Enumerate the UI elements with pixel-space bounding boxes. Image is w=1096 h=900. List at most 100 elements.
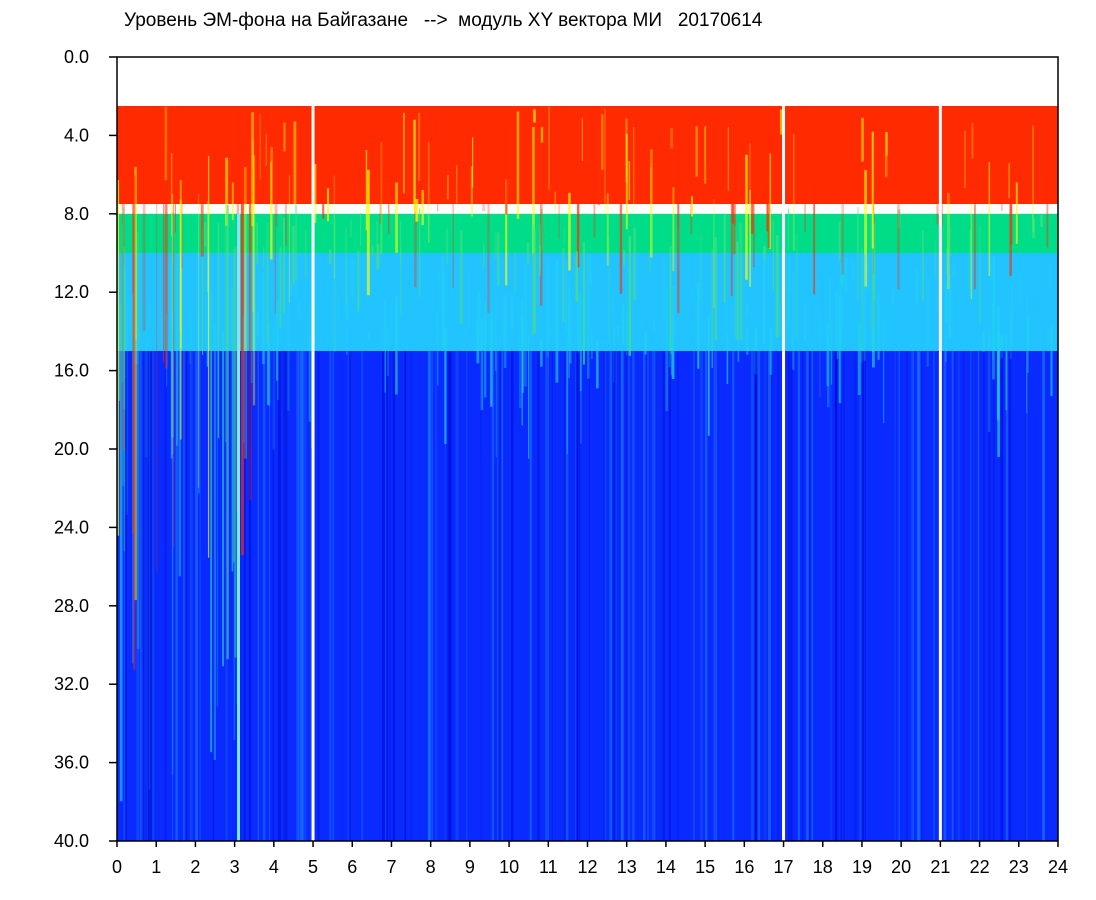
texture-streak [586, 255, 588, 269]
texture-streak [1050, 326, 1053, 397]
texture-streak [294, 204, 298, 280]
texture-streak [948, 222, 951, 239]
texture-streak [730, 198, 733, 297]
texture-streak-low [427, 351, 430, 841]
texture-streak-low [329, 351, 332, 841]
texture-streak [206, 201, 209, 293]
texture-streak [179, 179, 182, 440]
x-tick-label: 16 [734, 857, 754, 877]
texture-streak [915, 269, 918, 306]
texture-streak-low [277, 351, 281, 841]
x-tick-label: 10 [499, 857, 519, 877]
texture-streak-low [777, 351, 780, 841]
texture-streak-low [141, 351, 144, 841]
texture-streak [123, 254, 127, 379]
texture-streak [650, 149, 653, 258]
texture-streak [296, 133, 299, 201]
texture-streak [322, 140, 325, 219]
texture-streak [608, 236, 610, 342]
texture-streak [555, 260, 559, 383]
texture-streak [769, 329, 773, 375]
texture-streak [476, 321, 480, 364]
texture-streak [122, 208, 125, 486]
texture-streak-low [588, 351, 591, 841]
texture-streak-low [318, 351, 320, 841]
texture-streak [118, 302, 121, 401]
texture-streak-low [257, 351, 260, 841]
x-tick-label: 1 [151, 857, 161, 877]
texture-streak-low [349, 351, 352, 841]
x-axis: 0 1 2 3 4 5 6 7 8 9 10 11 12 13 14 15 16 17 18 19 20 21 22 23 24 [112, 841, 1068, 877]
texture-streak [699, 234, 702, 302]
y-tick-label: 4.0 [64, 125, 89, 145]
texture-streak [546, 256, 549, 358]
texture-streak-low [693, 351, 695, 841]
texture-streak [649, 249, 651, 274]
texture-streak [132, 293, 134, 664]
texture-streak-low [951, 351, 954, 841]
texture-streak [243, 167, 247, 459]
texture-streak [299, 114, 302, 129]
texture-streak [964, 130, 966, 189]
texture-streak [394, 296, 398, 395]
texture-streak [198, 314, 200, 494]
texture-streak [704, 126, 707, 184]
texture-streak-low [455, 351, 459, 841]
texture-streak [791, 273, 795, 370]
texture-streak [240, 153, 243, 360]
feature-gap [782, 106, 786, 841]
texture-streak [541, 209, 543, 251]
texture-streak [838, 296, 842, 404]
texture-streak-low [625, 351, 628, 841]
texture-streak [484, 300, 487, 398]
texture-streak [287, 291, 290, 411]
texture-streak [197, 193, 200, 488]
texture-streak-low [898, 351, 900, 841]
texture-streak-low [801, 351, 804, 841]
texture-streak [336, 292, 340, 322]
texture-streak-low [1005, 351, 1009, 841]
texture-streak [745, 302, 749, 318]
texture-streak-low [713, 351, 716, 841]
texture-streak [441, 271, 445, 348]
texture-streak [359, 212, 362, 247]
texture-streak-low [575, 351, 577, 841]
texture-streak [979, 225, 981, 325]
texture-streak [270, 128, 272, 162]
texture-streak [934, 240, 937, 278]
texture-streak [767, 137, 771, 248]
texture-streak [413, 119, 416, 212]
texture-streak-low [859, 351, 862, 841]
texture-streak-low [182, 351, 186, 841]
texture-streak [472, 137, 474, 188]
texture-streak [380, 142, 383, 254]
texture-streak-low [808, 351, 811, 841]
texture-streak [350, 219, 352, 238]
texture-streak [581, 118, 583, 161]
texture-streak [262, 272, 265, 365]
texture-streak [494, 232, 498, 260]
texture-streak [734, 225, 737, 339]
texture-streak [563, 226, 566, 246]
texture-streak [232, 249, 235, 563]
texture-streak-low [971, 351, 974, 841]
texture-streak [333, 301, 335, 331]
texture-streak [509, 135, 513, 178]
texture-streak [826, 323, 830, 387]
texture-streak [969, 230, 971, 290]
texture-streak [714, 236, 717, 341]
texture-streak [628, 161, 631, 200]
texture-streak-low [834, 351, 836, 841]
texture-streak [216, 334, 219, 707]
texture-streak-low [647, 351, 649, 841]
texture-streak-low [750, 351, 754, 841]
texture-streak [700, 321, 703, 335]
texture-streak-low [797, 351, 800, 841]
texture-streak-low [269, 351, 271, 841]
texture-streak [626, 309, 628, 356]
texture-streak-low [655, 351, 657, 841]
texture-streak-low [150, 351, 153, 841]
texture-streak [566, 336, 568, 454]
texture-streak [345, 259, 348, 315]
y-axis: 0.0 4.0 8.0 12.0 16.0 20.0 24.0 28.0 32.0 36.0 40.… [54, 47, 117, 851]
